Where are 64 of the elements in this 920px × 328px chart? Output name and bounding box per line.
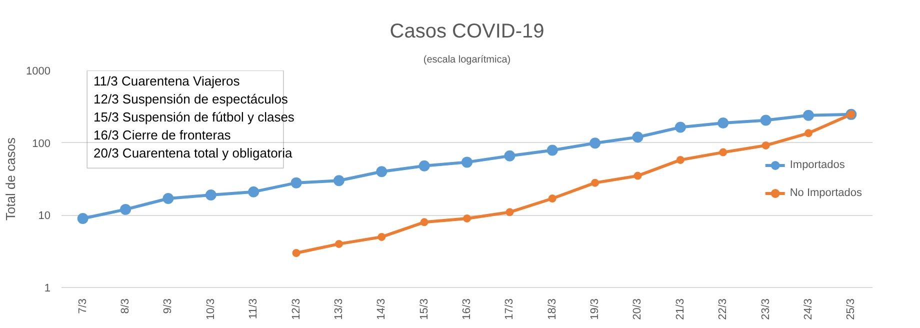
x-tick-label: 15/3 <box>418 298 430 320</box>
x-tick-label: 23/3 <box>760 298 772 320</box>
point <box>590 138 601 149</box>
point <box>120 204 132 215</box>
point <box>290 177 302 188</box>
x-tick-label: 9/3 <box>162 298 174 314</box>
x-tick-label: 11/3 <box>248 298 260 320</box>
point <box>804 129 812 138</box>
y-tick-label: 10 <box>38 210 51 222</box>
x-tick-label: 19/3 <box>589 298 602 320</box>
point <box>506 208 514 216</box>
point <box>205 190 216 200</box>
point <box>676 156 684 164</box>
point <box>333 175 344 186</box>
annotation: 11/3 Cuarentena Viajeros <box>94 73 240 88</box>
x-tick-label: 20/3 <box>632 298 644 320</box>
x-tick-label: 22/3 <box>717 298 730 320</box>
point <box>802 110 814 121</box>
point <box>718 118 729 128</box>
point <box>162 193 174 204</box>
point <box>334 240 343 248</box>
y-tick-label: 1 <box>44 282 51 294</box>
point <box>248 186 260 198</box>
y-tick-label: 1000 <box>26 66 51 78</box>
point <box>546 144 558 156</box>
point <box>418 160 430 172</box>
point <box>762 141 770 150</box>
annotation: 16/3 Cierre de fronteras <box>94 128 232 143</box>
point <box>77 212 88 224</box>
chart-subtitle: (escala logarítmica) <box>423 54 511 66</box>
point <box>504 150 516 162</box>
annotation: 20/3 Cuarentena total y obligatoria <box>94 146 294 161</box>
x-tick-label: 17/3 <box>504 298 516 320</box>
point <box>591 178 600 187</box>
point <box>719 148 728 156</box>
x-tick-label: 14/3 <box>376 298 388 320</box>
x-tick-label: 13/3 <box>332 298 345 320</box>
point <box>632 132 644 143</box>
x-tick-label: 16/3 <box>461 298 473 320</box>
x-tick-label: 7/3 <box>76 298 89 314</box>
point <box>760 114 772 126</box>
point <box>376 166 388 178</box>
x-tick-label: 25/3 <box>845 298 858 320</box>
x-tick-label: 21/3 <box>674 298 686 320</box>
x-tick-label: 8/3 <box>120 298 132 314</box>
point <box>463 214 471 222</box>
y-tick-label: 100 <box>32 138 51 150</box>
annotation: 15/3 Suspensión de fútbol y clases <box>94 110 295 125</box>
point <box>634 172 642 180</box>
x-tick-label: 24/3 <box>802 298 814 320</box>
x-tick-label: 10/3 <box>204 298 217 320</box>
chart-title: Casos COVID-19 <box>390 20 544 42</box>
point <box>292 248 300 257</box>
annotation: 12/3 Suspensión de espectáculos <box>94 91 288 106</box>
point <box>674 122 686 133</box>
y-axis-title: Total de casos <box>3 136 18 221</box>
point <box>420 218 428 226</box>
point <box>548 194 556 202</box>
point <box>462 156 472 168</box>
x-tick-label: 18/3 <box>546 298 558 320</box>
point <box>378 232 386 241</box>
x-tick-label: 12/3 <box>290 298 302 320</box>
legend-label: Importados <box>790 158 845 170</box>
legend-label: No Importados <box>790 186 862 198</box>
